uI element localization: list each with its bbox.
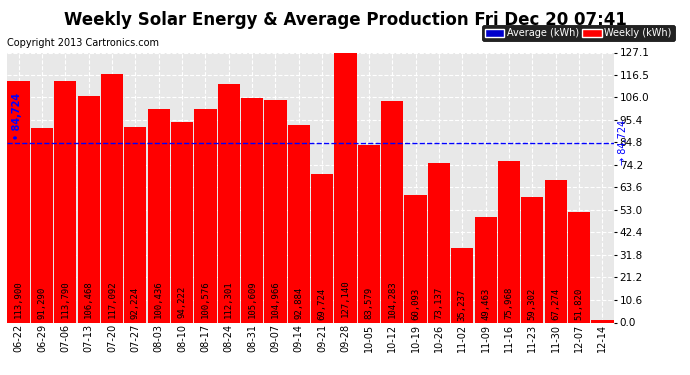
Bar (451, 248, 473, 322)
Bar (381, 101, 404, 322)
Bar (568, 212, 590, 322)
Legend: Average (kWh), Weekly (kWh): Average (kWh), Weekly (kWh) (482, 26, 675, 41)
Bar (428, 163, 450, 322)
Bar (217, 84, 240, 322)
Text: 104,283: 104,283 (388, 280, 397, 318)
Text: 91,290: 91,290 (37, 286, 46, 319)
Text: 49,463: 49,463 (481, 288, 490, 320)
Text: Copyright 2013 Cartronics.com: Copyright 2013 Cartronics.com (7, 38, 159, 48)
Bar (335, 53, 357, 322)
Bar (358, 145, 380, 322)
Text: 104,966: 104,966 (271, 280, 280, 318)
Bar (475, 217, 497, 322)
Bar (241, 98, 263, 322)
Bar (195, 109, 217, 322)
Text: 67,274: 67,274 (551, 287, 560, 320)
Bar (498, 161, 520, 322)
Text: 59,302: 59,302 (528, 288, 537, 320)
Bar (55, 81, 77, 322)
Text: 112,301: 112,301 (224, 280, 233, 318)
Bar (101, 74, 123, 322)
Bar (148, 109, 170, 322)
Text: 100,436: 100,436 (154, 280, 164, 318)
Text: 60,093: 60,093 (411, 288, 420, 320)
Text: 92,224: 92,224 (131, 286, 140, 319)
Bar (591, 320, 613, 322)
Bar (288, 125, 310, 322)
Text: 51,820: 51,820 (575, 288, 584, 320)
Bar (77, 96, 100, 322)
Text: 106,468: 106,468 (84, 280, 93, 318)
Text: 69,724: 69,724 (317, 287, 326, 320)
Bar (8, 81, 30, 322)
Bar (544, 180, 566, 322)
Text: 75,968: 75,968 (504, 287, 513, 319)
Text: 73,137: 73,137 (435, 287, 444, 319)
Bar (521, 196, 544, 322)
Text: 100,576: 100,576 (201, 280, 210, 318)
Text: 83,579: 83,579 (364, 287, 373, 319)
Text: Weekly Solar Energy & Average Production Fri Dec 20 07:41: Weekly Solar Energy & Average Production… (63, 11, 627, 29)
Text: 113,790: 113,790 (61, 280, 70, 318)
Text: 35,237: 35,237 (457, 289, 467, 321)
Bar (31, 128, 53, 322)
Text: 113,900: 113,900 (14, 280, 23, 318)
Bar (171, 122, 193, 322)
Text: 105,609: 105,609 (248, 280, 257, 318)
Bar (264, 99, 286, 322)
Text: 127,140: 127,140 (341, 279, 350, 317)
Bar (124, 127, 146, 322)
Text: • 84,724: • 84,724 (12, 93, 21, 140)
Text: 94,222: 94,222 (177, 286, 186, 318)
Text: 92,884: 92,884 (295, 286, 304, 318)
Bar (311, 174, 333, 322)
Text: → 84,724: → 84,724 (618, 120, 627, 165)
Text: 117,092: 117,092 (108, 280, 117, 318)
Bar (404, 195, 426, 322)
